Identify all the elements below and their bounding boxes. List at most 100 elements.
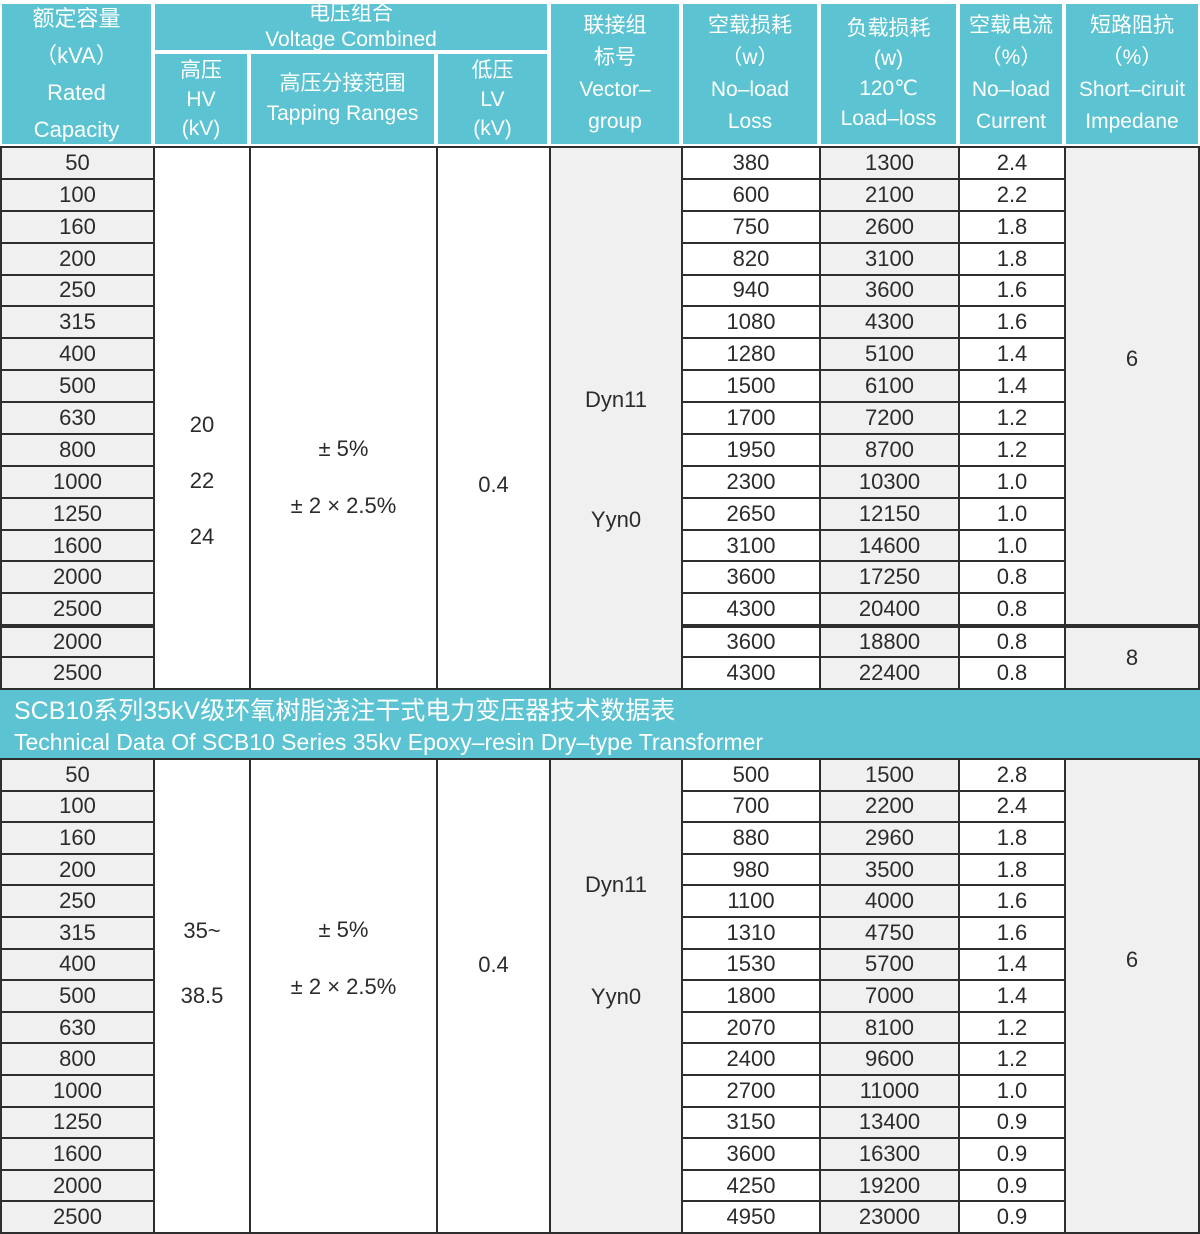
load-loss-cell: 18800 (821, 626, 960, 659)
tapping-values: ± 5% ± 2 × 2.5% (290, 917, 397, 999)
rated-capacity-cell: 1600 (2, 530, 155, 563)
no-load-current-cell: 0.8 (960, 626, 1066, 659)
no-load-loss-cell: 3150 (683, 1107, 821, 1140)
no-load-loss-cell: 1950 (683, 434, 821, 467)
load-loss-cell: 19200 (821, 1170, 960, 1203)
load-loss-cell: 14600 (821, 530, 960, 563)
hv-values: 35~ 38.5 (180, 918, 224, 1008)
rated-capacity-cell: 100 (2, 179, 155, 212)
tapping-values: ± 5% ± 2 × 2.5% (290, 435, 397, 518)
impedance-cell: 6 (1066, 148, 1198, 627)
rated-capacity-cell: 1000 (2, 1076, 155, 1108)
no-load-current-cell: 2.4 (960, 791, 1066, 824)
load-loss-cell: 9600 (821, 1044, 960, 1076)
no-load-loss-cell: 380 (683, 148, 821, 180)
no-load-current-cell: 1.6 (960, 886, 1066, 918)
load-loss-cell: 20400 (821, 594, 960, 627)
no-load-current-cell: 1.2 (960, 434, 1066, 467)
load-loss-cell: 1500 (821, 760, 960, 792)
header-load-loss: 负载损耗 (w) 120℃ Load–loss (819, 2, 958, 146)
load-loss-cell: 8700 (821, 434, 960, 467)
no-load-loss-cell: 4300 (683, 658, 821, 690)
load-loss-cell: 1300 (821, 148, 960, 180)
no-load-current-cell: 1.8 (960, 243, 1066, 276)
no-load-current-cell: 1.2 (960, 403, 1066, 435)
no-load-current-cell: 0.9 (960, 1107, 1066, 1140)
rated-capacity-cell: 50 (2, 760, 155, 792)
data-section-35kv: 35~ 38.5 ± 5% ± 2 × 2.5% 0.4 Dyn11 Yyn0 … (0, 758, 1200, 1234)
rated-capacity-cell: 800 (2, 434, 155, 467)
rated-capacity-cell: 315 (2, 918, 155, 950)
rated-capacity-cell: 800 (2, 1044, 155, 1076)
banner-title-cn: SCB10系列35kV级环氧树脂浇注干式电力变压器技术数据表 (14, 696, 676, 725)
vector-group-cell: Dyn11 Yyn0 (551, 148, 683, 690)
header-voltage-combined: 电压组合 Voltage Combined (153, 2, 549, 52)
load-loss-cell: 2200 (821, 791, 960, 824)
no-load-current-cell: 1.4 (960, 949, 1066, 982)
rated-capacity-cell: 1600 (2, 1139, 155, 1171)
load-loss-cell: 2100 (821, 179, 960, 212)
rated-capacity-cell: 250 (2, 275, 155, 308)
no-load-current-cell: 1.0 (960, 466, 1066, 499)
no-load-current-cell: 1.2 (960, 1044, 1066, 1076)
rated-capacity-cell: 2500 (2, 594, 155, 627)
impedance-cell: 8 (1066, 626, 1198, 690)
no-load-current-cell: 1.6 (960, 307, 1066, 340)
no-load-loss-cell: 4250 (683, 1170, 821, 1203)
no-load-loss-cell: 1500 (683, 371, 821, 404)
load-loss-cell: 5100 (821, 339, 960, 372)
lv-value-cell: 0.4 (438, 148, 551, 690)
no-load-loss-cell: 980 (683, 854, 821, 887)
load-loss-cell: 13400 (821, 1107, 960, 1140)
rated-capacity-cell: 500 (2, 981, 155, 1013)
rated-capacity-cell: 1000 (2, 466, 155, 499)
no-load-loss-cell: 2700 (683, 1076, 821, 1108)
vector-group-cell: Dyn11 Yyn0 (551, 760, 683, 1234)
rated-capacity-cell: 315 (2, 307, 155, 340)
no-load-loss-cell: 750 (683, 211, 821, 244)
no-load-current-cell: 0.8 (960, 658, 1066, 690)
impedance-cell: 6 (1066, 760, 1198, 1234)
no-load-loss-cell: 2400 (683, 1044, 821, 1076)
section-title-banner: SCB10系列35kV级环氧树脂浇注干式电力变压器技术数据表 Technical… (0, 690, 1200, 758)
load-loss-cell: 16300 (821, 1139, 960, 1171)
vector-values: Dyn11 Yyn0 (585, 872, 647, 1009)
no-load-loss-cell: 2070 (683, 1012, 821, 1045)
no-load-loss-cell: 3600 (683, 626, 821, 659)
no-load-loss-cell: 2300 (683, 466, 821, 499)
no-load-loss-cell: 3100 (683, 530, 821, 563)
no-load-loss-cell: 3600 (683, 562, 821, 595)
rated-capacity-cell: 250 (2, 886, 155, 918)
no-load-current-cell: 2.2 (960, 179, 1066, 212)
no-load-loss-cell: 1100 (683, 886, 821, 918)
no-load-current-cell: 1.0 (960, 498, 1066, 531)
no-load-current-cell: 0.8 (960, 562, 1066, 595)
rated-capacity-cell: 2500 (2, 658, 155, 690)
load-loss-cell: 4000 (821, 886, 960, 918)
load-loss-cell: 2960 (821, 823, 960, 855)
header-rated-capacity: 额定容量 （kVA） Rated Capacity (0, 2, 153, 146)
load-loss-cell: 3100 (821, 243, 960, 276)
no-load-current-cell: 0.9 (960, 1139, 1066, 1171)
no-load-current-cell: 1.4 (960, 981, 1066, 1013)
load-loss-cell: 17250 (821, 562, 960, 595)
load-loss-cell: 11000 (821, 1076, 960, 1108)
rated-capacity-cell: 1250 (2, 1107, 155, 1140)
no-load-current-cell: 0.9 (960, 1170, 1066, 1203)
no-load-loss-cell: 1310 (683, 918, 821, 950)
no-load-loss-cell: 500 (683, 760, 821, 792)
no-load-loss-cell: 4950 (683, 1202, 821, 1234)
no-load-current-cell: 1.6 (960, 918, 1066, 950)
load-loss-cell: 7200 (821, 403, 960, 435)
no-load-loss-cell: 1700 (683, 403, 821, 435)
rated-capacity-cell: 200 (2, 854, 155, 887)
load-loss-cell: 7000 (821, 981, 960, 1013)
load-loss-cell: 6100 (821, 371, 960, 404)
load-loss-cell: 3500 (821, 854, 960, 887)
no-load-current-cell: 0.8 (960, 594, 1066, 627)
load-loss-cell: 2600 (821, 211, 960, 244)
no-load-loss-cell: 940 (683, 275, 821, 308)
lv-value-cell: 0.4 (438, 760, 551, 1234)
rated-capacity-cell: 160 (2, 211, 155, 244)
